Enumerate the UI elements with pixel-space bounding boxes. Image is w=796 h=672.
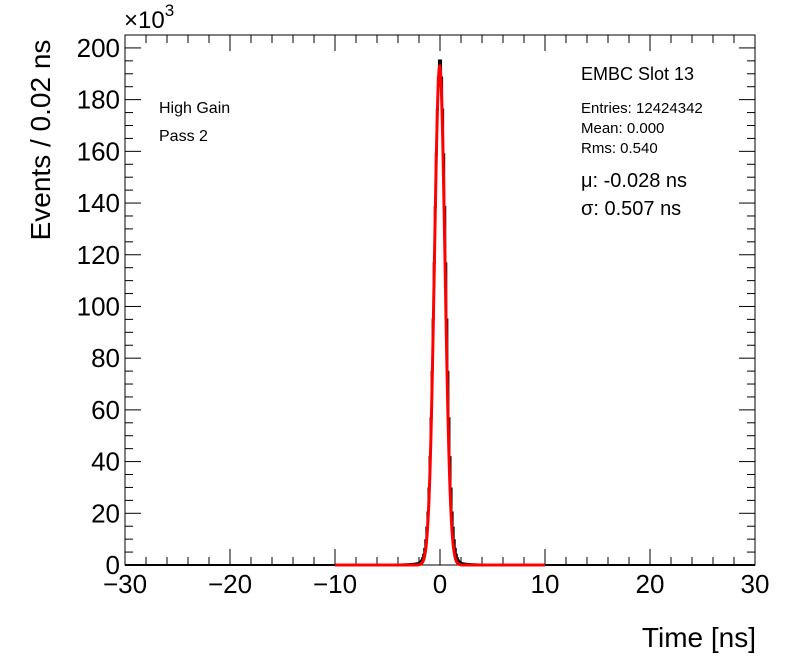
y-multiplier-base: ×10 (124, 7, 165, 34)
y-tick-label: 20 (91, 498, 120, 528)
axis-ticks (124, 34, 756, 566)
y-tick-label: 160 (77, 136, 120, 166)
stats-entries: Entries: 12424342 (581, 100, 703, 117)
x-tick-label: 0 (433, 569, 447, 599)
y-tick-label: 140 (77, 188, 120, 218)
x-tick-label: 10 (531, 569, 560, 599)
y-tick-label: 180 (77, 85, 120, 115)
stats-mean: Mean: 0.000 (581, 120, 664, 137)
histogram-series (125, 59, 755, 566)
annotation-gain: High Gain (159, 100, 230, 117)
x-tick-label: 20 (636, 569, 665, 599)
stats-title: EMBC Slot 13 (581, 64, 694, 84)
y-axis-title: Events / 0.02 ns (25, 40, 56, 241)
y-tick-label: 100 (77, 291, 120, 321)
stats-rms: Rms: 0.540 (581, 140, 658, 157)
series-layer (125, 59, 755, 567)
fit-curve-series (335, 64, 545, 567)
x-tick-label: −20 (208, 569, 252, 599)
y-tick-label: 60 (91, 395, 120, 425)
y-tick-label: 200 (77, 33, 120, 63)
y-tick-label: 120 (77, 240, 120, 270)
y-tick-label: 80 (91, 343, 120, 373)
y-tick-label: 0 (106, 550, 120, 580)
fit-sigma: σ: 0.507 ns (581, 198, 681, 220)
x-axis-title: Time [ns] (642, 622, 756, 653)
x-tick-label: −30 (103, 569, 147, 599)
x-tick-label: 30 (741, 569, 770, 599)
fit-mu: μ: -0.028 ns (581, 170, 687, 192)
y-tick-label: 40 (91, 447, 120, 477)
y-multiplier-exponent: 3 (165, 1, 174, 20)
y-axis-multiplier: ×103 (124, 1, 174, 34)
x-tick-label: −10 (313, 569, 357, 599)
tick-labels: −30 −20 −10 0 10 20 30 0 20 40 60 80 100 120 140 160 180… (77, 33, 770, 599)
annotation-pass: Pass 2 (159, 128, 208, 145)
